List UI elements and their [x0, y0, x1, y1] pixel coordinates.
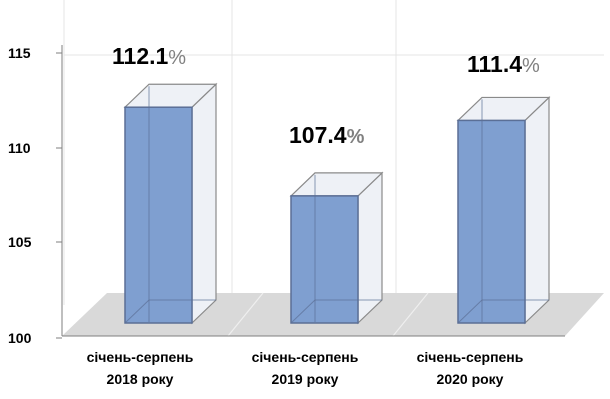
data-label-value: 107.4: [289, 122, 347, 148]
data-label: 111.4%: [467, 51, 540, 77]
floor-divider: [227, 292, 264, 337]
x-category-label: січень-серпень: [417, 349, 524, 365]
data-label-value: 112.1: [112, 43, 168, 69]
bar-column: [289, 171, 384, 325]
bar-front-face: [457, 119, 526, 324]
y-tick-label: 100: [8, 330, 32, 346]
data-label-suffix: %: [168, 47, 186, 69]
bar-inner-diag: [124, 299, 150, 324]
y-tick-label: 110: [8, 140, 31, 156]
data-label-suffix: %: [522, 55, 540, 77]
floor-divider: [392, 292, 429, 337]
bar-inner-diag: [290, 299, 316, 324]
bar-column: [123, 82, 218, 325]
data-label-value: 111.4: [467, 51, 522, 77]
x-category-label: 2019 року: [272, 371, 339, 387]
data-label: 107.4%: [289, 122, 365, 148]
data-label: 112.1%: [112, 43, 186, 69]
x-category-label: січень-серпень: [252, 349, 359, 365]
y-tick-label: 105: [8, 234, 32, 250]
bar-inner-diag: [457, 299, 483, 324]
bar-front-face: [290, 195, 359, 324]
bar-front-face: [124, 106, 193, 324]
x-category-label: 2020 року: [437, 371, 504, 387]
x-category-label: 2018 року: [107, 371, 174, 387]
x-category-label: січень-серпень: [87, 349, 194, 365]
bar-side-face: [191, 82, 217, 325]
bar-column: [456, 96, 551, 325]
data-label-suffix: %: [347, 126, 365, 148]
bar-side-face: [524, 96, 550, 325]
y-tick-label: 115: [8, 45, 31, 61]
